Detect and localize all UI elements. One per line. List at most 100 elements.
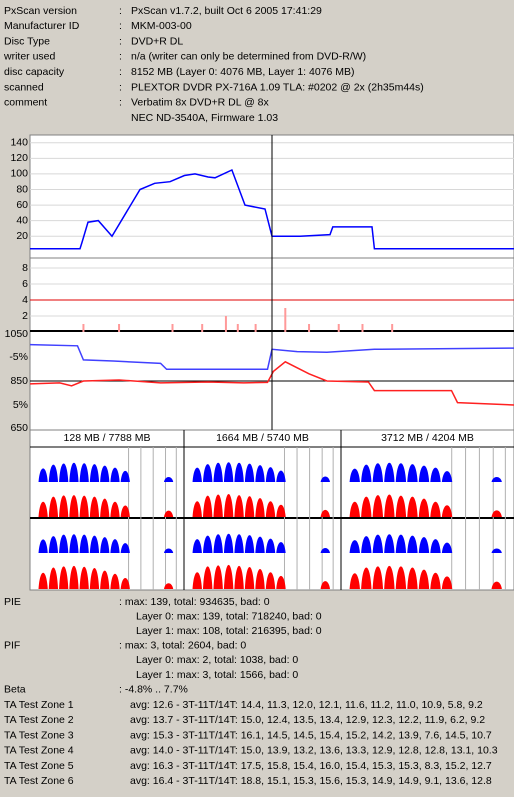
zone-peak (69, 495, 79, 517)
info-label: comment (4, 97, 47, 109)
stat-layer: Layer 1: max: 108, total: 216395, bad: 0 (136, 625, 322, 637)
zone-peak (202, 566, 213, 589)
zone-peak (349, 573, 360, 589)
zone-peak (276, 470, 286, 482)
zone-peak (441, 576, 453, 589)
stat-layer: Layer 0: max: 2, total: 1038, bad: 0 (136, 654, 298, 666)
zone-peak (120, 577, 130, 589)
zone-peak (48, 496, 59, 517)
y-tick-label: 80 (16, 183, 28, 195)
zone-peak (407, 535, 418, 553)
zone-peak (59, 495, 69, 517)
zone-peak (372, 566, 384, 589)
info-label: writer used (3, 51, 56, 63)
info-separator: : (119, 97, 122, 109)
y-tick-label: 2 (22, 310, 28, 322)
zone-peak (320, 476, 331, 482)
stat-value: : max: 139, total: 934635, bad: 0 (119, 596, 270, 608)
zone-peak (418, 465, 430, 482)
info-separator: : (119, 20, 122, 32)
stat-value: : -4.8% .. 7.7% (119, 683, 188, 695)
zone-peak (163, 583, 174, 589)
zone-peak (69, 534, 79, 553)
info-value: n/a (writer can only be determined from … (131, 51, 366, 63)
zone-peak (213, 462, 223, 482)
zone-peak (223, 494, 234, 517)
zone-peak (255, 498, 265, 517)
zone-peak (192, 501, 202, 517)
zone-peak (265, 572, 276, 589)
zone-peak (276, 542, 286, 553)
zone-peak (110, 467, 120, 482)
zone-peak (48, 567, 59, 589)
zone-peak (418, 569, 430, 589)
zone-peak (407, 496, 418, 517)
zone-peak (349, 468, 360, 482)
y-tick-label: 40 (16, 214, 28, 226)
info-label: Manufacturer ID (4, 20, 80, 32)
ta-value: avg: 16.4 - 3T-11T/14T: 18.8, 15.1, 15.3… (130, 775, 492, 787)
zone-peak (418, 498, 430, 517)
zone-peak (349, 540, 360, 553)
zone-peak (407, 464, 418, 482)
info-value: NEC ND-3540A, Firmware 1.03 (131, 112, 278, 124)
zone-peak (213, 494, 223, 517)
info-value: PLEXTOR DVDR PX-716A 1.09 TLA: #0202 @ 2… (131, 81, 424, 93)
info-value: DVD+R DL (131, 35, 183, 47)
zone-peak (89, 535, 100, 553)
zone-peak (384, 462, 395, 482)
y-tick-label: 60 (16, 199, 28, 211)
zone-peak (361, 567, 372, 589)
zone-peak (234, 495, 244, 517)
zone-peak (372, 534, 384, 553)
zone-peak (100, 498, 110, 517)
zone-peak (202, 535, 213, 553)
zone-peak (320, 548, 331, 553)
zone-peak (234, 534, 244, 553)
zone-peak (395, 566, 407, 589)
zone-peak (255, 536, 265, 553)
y-tick-label: 1050 (5, 328, 29, 340)
zone-peak (79, 566, 89, 589)
zone-peak (441, 542, 453, 553)
zone-peak (202, 495, 213, 517)
y-tick-label: 140 (10, 137, 28, 149)
y-tick-label: -5% (9, 351, 28, 363)
ta-label: TA Test Zone 3 (4, 729, 74, 741)
zone-label: 3712 MB / 4204 MB (381, 432, 474, 444)
ta-label: TA Test Zone 4 (4, 745, 74, 757)
zone-peak (110, 501, 120, 517)
zone-peak (234, 565, 244, 589)
zone-peak (163, 510, 174, 517)
zone-peak (213, 565, 223, 589)
ta-value: avg: 13.7 - 3T-11T/14T: 15.0, 12.4, 13.5… (130, 714, 485, 726)
zone-peak (395, 534, 407, 553)
zone-peak (69, 462, 79, 482)
zone-peak (361, 536, 372, 553)
zone-peak (265, 538, 276, 553)
zone-peak (276, 504, 286, 517)
zone-peak (407, 567, 418, 589)
zone-peak (38, 572, 48, 589)
zone-peak (441, 471, 453, 482)
zone-peak (79, 534, 89, 553)
y-tick-label: 650 (10, 422, 28, 434)
ta-value: avg: 15.3 - 3T-11T/14T: 16.1, 14.5, 14.5… (130, 729, 492, 741)
y-tick-label: 5% (13, 399, 28, 411)
jitter-line (29, 343, 514, 371)
zone-peak (69, 565, 79, 589)
zone-peak (223, 564, 234, 589)
ta-value: avg: 12.6 - 3T-11T/14T: 14.4, 11.3, 12.0… (130, 699, 483, 711)
y-tick-label: 8 (22, 262, 28, 274)
zone-peak (213, 534, 223, 553)
y-tick-label: 6 (22, 278, 28, 290)
ta-value: avg: 14.0 - 3T-11T/14T: 15.0, 13.9, 13.2… (130, 745, 498, 757)
y-tick-label: 20 (16, 230, 28, 242)
info-separator: : (119, 66, 122, 78)
zone-peak (430, 501, 441, 517)
info-label: PxScan version (4, 5, 77, 17)
zone-peak (361, 464, 372, 482)
zone-peak (120, 543, 130, 553)
info-label: scanned (4, 81, 44, 93)
zone-peak (163, 548, 174, 553)
